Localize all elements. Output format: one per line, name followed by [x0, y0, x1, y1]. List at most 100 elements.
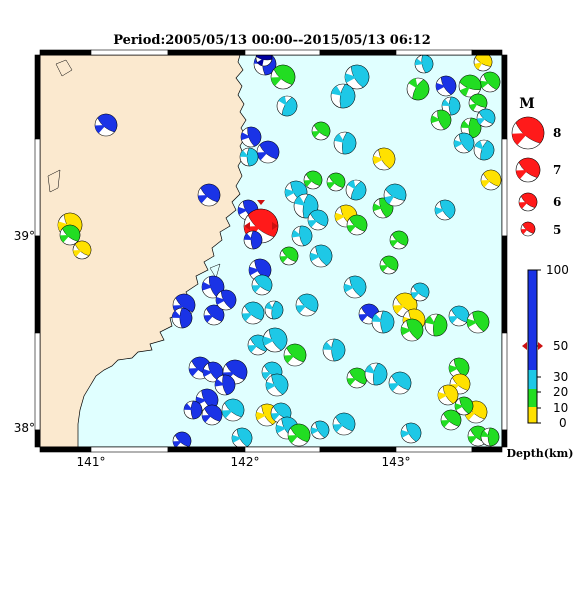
colorbar-label-50: 50	[553, 339, 568, 353]
event-beachball-35	[291, 225, 313, 247]
land-area	[40, 55, 247, 447]
event-beachball-19	[473, 139, 495, 161]
lat-tick-38: 38°	[14, 421, 35, 435]
event-beachball-67	[424, 313, 448, 337]
event-beachball-77	[214, 374, 236, 396]
event-beachball-96	[332, 412, 356, 436]
event-beachball-12	[458, 74, 482, 98]
event-beachball-81	[364, 362, 388, 386]
lon-tick-141: 141°	[77, 455, 106, 469]
event-beachball-103	[231, 427, 253, 447]
event-beachball-71	[262, 327, 288, 353]
event-beachball-41	[383, 183, 407, 207]
colorbar-band-shallow	[528, 389, 537, 407]
latest-event-marker	[244, 200, 278, 230]
event-beachball-94	[287, 423, 311, 447]
colorbar-label-100: 100	[546, 263, 569, 277]
event-beachball-90	[221, 398, 245, 422]
event-beachball-22	[256, 140, 280, 164]
event-beachball-50	[309, 244, 333, 268]
depth-marker-right	[538, 342, 543, 350]
event-beachball-20	[480, 169, 502, 191]
colorbar-band-mid	[528, 370, 537, 389]
event-beachball-42	[434, 199, 456, 221]
event-beachball-89	[183, 400, 203, 420]
event-beachball-56	[215, 289, 237, 311]
lat-tick-39: 39°	[14, 229, 35, 243]
frame-scale-bar	[34, 49, 508, 453]
event-beachball-66	[400, 318, 424, 342]
depth-marker-left	[522, 342, 527, 350]
event-beachball-27	[197, 183, 221, 207]
event-beachball-32	[303, 170, 323, 190]
colorbar-band-surface	[528, 407, 537, 423]
event-beachball-73	[322, 338, 346, 362]
event-beachball-65	[410, 282, 430, 302]
event-beachball-18	[453, 132, 475, 154]
magnitude-legend-title: M	[519, 96, 535, 112]
colorbar-axis-label: Depth(km)	[507, 447, 574, 460]
event-beachball-88	[201, 404, 223, 426]
colorbar-band-deep	[528, 270, 537, 423]
event-beachball-97	[400, 422, 422, 444]
magnitude-ball-5	[520, 221, 536, 237]
event-beachball-45	[59, 224, 81, 246]
colorbar-label-30: 30	[553, 370, 568, 384]
event-beachball-15	[430, 109, 452, 131]
magnitude-label-8: 8	[553, 126, 561, 140]
depth-colorbar: 100 50 30 20 10 0 Depth(km)	[507, 263, 574, 460]
event-beachball-37	[345, 179, 367, 201]
event-beachball-62	[371, 310, 395, 334]
event-beachball-102	[172, 431, 192, 447]
event-beachball-72	[283, 343, 307, 367]
event-beachball-8	[473, 55, 493, 72]
event-beachball-34	[307, 209, 329, 231]
event-beachball-69	[466, 310, 490, 334]
magnitude-label-6: 6	[553, 195, 561, 209]
colorbar-label-0: 0	[559, 416, 567, 430]
event-beachball-99	[454, 396, 474, 416]
event-beachball-79	[265, 373, 289, 397]
event-beachball-98	[440, 409, 462, 431]
event-beachball-3	[276, 95, 298, 117]
event-beachball-36	[326, 172, 346, 192]
event-beachball-0	[94, 113, 118, 137]
magnitude-label-5: 5	[553, 223, 561, 237]
colorbar-label-10: 10	[553, 401, 568, 415]
event-beachball-48	[251, 274, 273, 296]
event-beachball-39	[346, 214, 368, 236]
magnitude-ball-8	[511, 116, 545, 150]
magnitude-ball-6	[518, 192, 538, 212]
magnitude-ball-7	[515, 157, 541, 183]
event-beachball-5	[344, 64, 370, 90]
event-beachball-26	[372, 147, 396, 171]
event-beachball-11	[435, 75, 457, 97]
event-beachball-43	[389, 230, 409, 250]
event-beachball-60	[343, 275, 367, 299]
event-beachball-23	[239, 147, 259, 167]
event-beachball-17	[476, 108, 496, 128]
magnitude-label-7: 7	[553, 163, 561, 177]
event-beachball-95	[310, 420, 330, 440]
event-layer	[57, 55, 502, 447]
event-beachball-6	[330, 83, 356, 109]
event-beachball-82	[388, 371, 412, 395]
magnitude-legend: M 8 7 6 5	[511, 96, 561, 237]
event-beachball-9	[479, 71, 501, 93]
event-beachball-7	[414, 55, 434, 74]
event-beachball-55	[203, 304, 225, 326]
map-title: Period:2005/05/13 00:00--2015/05/13 06:1…	[113, 33, 431, 48]
lon-tick-143: 143°	[382, 455, 411, 469]
event-beachball-75	[202, 361, 224, 383]
event-beachball-49	[279, 246, 299, 266]
event-beachball-80	[346, 367, 368, 389]
event-beachball-10	[406, 77, 430, 101]
event-beachball-70	[247, 334, 269, 356]
event-beachball-21	[240, 126, 262, 148]
event-beachball-25	[333, 131, 357, 155]
event-beachball-24	[311, 121, 331, 141]
event-beachball-57	[241, 301, 265, 325]
event-beachball-2	[270, 64, 296, 90]
event-beachball-58	[264, 300, 284, 320]
event-beachball-85	[437, 384, 459, 406]
